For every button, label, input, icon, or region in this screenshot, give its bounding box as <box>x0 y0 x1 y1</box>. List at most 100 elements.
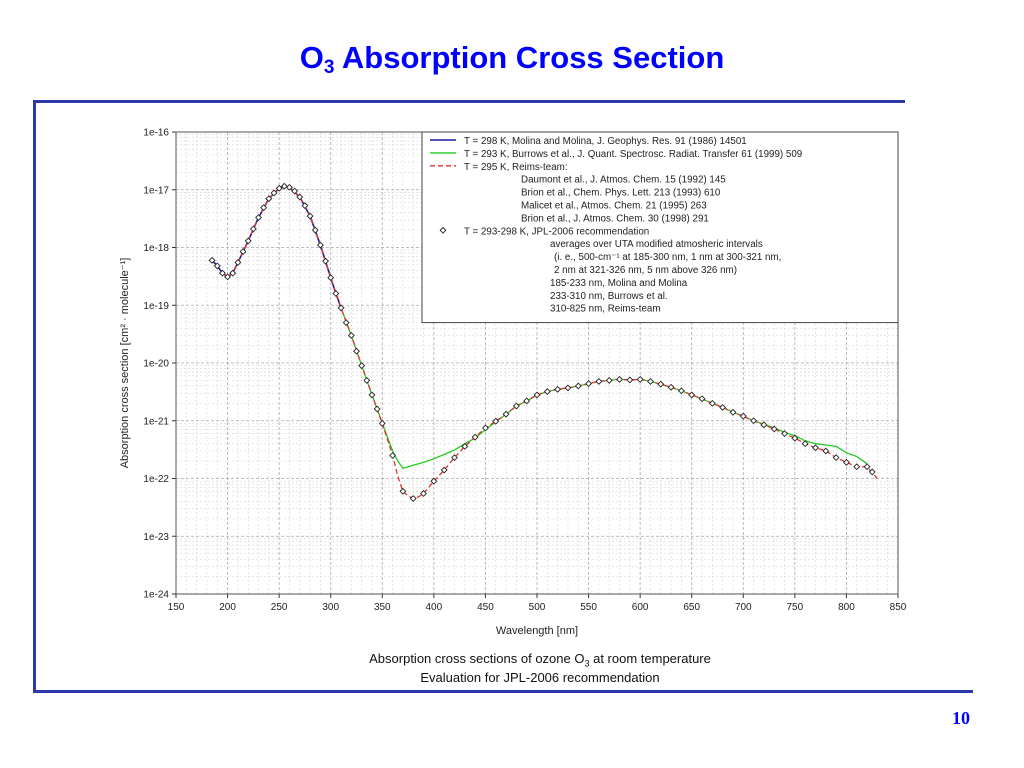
jpl-point <box>533 391 541 399</box>
jpl-point <box>363 376 371 384</box>
jpl-point <box>868 468 876 476</box>
legend-entry: T = 295 K, Reims-team: <box>464 162 568 173</box>
x-tick-label: 300 <box>322 602 339 613</box>
jpl-point <box>554 385 562 393</box>
legend-entry: T = 298 K, Molina and Molina, J. Geophys… <box>464 136 747 147</box>
x-tick-label: 850 <box>890 602 907 613</box>
jpl-point <box>322 257 329 265</box>
jpl-point <box>301 202 309 210</box>
jpl-point <box>822 447 830 455</box>
jpl-point <box>255 214 262 221</box>
jpl-point <box>471 433 479 441</box>
jpl-point <box>208 256 216 264</box>
jpl-point <box>832 454 840 462</box>
jpl-point <box>812 444 819 452</box>
jpl-point <box>605 376 613 384</box>
title-main: O <box>299 40 324 75</box>
jpl-point <box>708 399 716 407</box>
legend-swatch <box>439 226 447 234</box>
y-tick-label: 1e-16 <box>143 128 169 139</box>
jpl-point <box>280 182 288 190</box>
jpl-point <box>481 424 489 432</box>
jpl-point <box>626 376 634 384</box>
jpl-point <box>440 466 448 474</box>
legend-entry: 233-310 nm, Burrows et al. <box>550 291 668 302</box>
jpl-point <box>677 387 685 395</box>
jpl-point <box>275 184 283 192</box>
y-tick-label: 1e-22 <box>143 474 169 485</box>
caption-1-post: at room temperature <box>589 651 711 666</box>
jpl-point <box>636 375 644 383</box>
x-tick-label: 350 <box>374 602 391 613</box>
page-number: 10 <box>952 708 970 728</box>
jpl-point <box>502 410 510 418</box>
jpl-point <box>399 487 407 495</box>
x-tick-label: 150 <box>168 602 185 613</box>
caption-1-sub: 3 <box>584 658 590 669</box>
x-tick-label: 200 <box>219 602 236 613</box>
jpl-point <box>698 395 706 403</box>
jpl-point <box>270 189 278 197</box>
jpl-point <box>420 490 427 497</box>
absorption-chart: 150 200 250 300 350 400 450 500 550 600 650 700 750 8… <box>119 128 907 638</box>
y-axis-label: Absorption cross section [cm² · molecule… <box>119 258 131 469</box>
jpl-point <box>234 259 242 266</box>
jpl-point <box>224 273 232 281</box>
title-subscript: 3 <box>323 57 335 78</box>
jpl-point <box>291 187 299 195</box>
jpl-point <box>368 391 376 399</box>
jpl-point <box>461 442 469 450</box>
jpl-point <box>688 391 696 399</box>
jpl-point <box>595 377 603 385</box>
jpl-point <box>327 274 335 282</box>
jpl-point <box>585 380 593 388</box>
legend-entry: Brion et al., J. Atmos. Chem. 30 (1998) … <box>521 213 709 224</box>
jpl-point <box>750 417 758 425</box>
jpl-point <box>657 380 665 388</box>
jpl-point <box>492 417 500 425</box>
jpl-point <box>801 440 809 448</box>
jpl-point <box>760 421 768 429</box>
x-tick-label: 750 <box>787 602 804 613</box>
y-tick-label: 1e-24 <box>143 590 169 601</box>
jpl-point <box>342 319 350 327</box>
jpl-point <box>451 454 458 462</box>
x-tick-label: 550 <box>580 602 597 613</box>
jpl-point <box>213 262 221 270</box>
jpl-point <box>719 404 727 411</box>
jpl-point <box>358 362 366 370</box>
x-axis-label: Wavelength [nm] <box>496 625 578 637</box>
jpl-point <box>729 408 737 416</box>
jpl-point <box>409 495 417 502</box>
jpl-point <box>218 269 226 277</box>
jpl-point <box>523 397 531 405</box>
jpl-point <box>286 183 293 191</box>
jpl-point <box>791 434 799 442</box>
slide-title: O3 Absorption Cross Section <box>0 40 1024 79</box>
frame-rule-bottom <box>33 690 973 693</box>
y-tick-label: 1e-17 <box>143 185 169 196</box>
legend-entry: 2 nm at 321-326 nm, 5 nm above 326 nm) <box>554 265 737 276</box>
legend-entry: 310-825 nm, Reims-team <box>550 304 661 315</box>
jpl-point <box>863 463 871 471</box>
frame-rule-left <box>33 100 36 693</box>
legend-entry: Malicet et al., Atmos. Chem. 21 (1995) 2… <box>521 201 707 212</box>
jpl-point <box>770 425 778 433</box>
legend-entry: Brion et al., Chem. Phys. Lett. 213 (199… <box>521 188 721 199</box>
jpl-point <box>564 384 572 392</box>
jpl-point <box>249 225 257 233</box>
jpl-point <box>265 195 273 203</box>
x-tick-label: 250 <box>271 602 288 613</box>
y-tick-label: 1e-23 <box>143 532 169 543</box>
jpl-point <box>781 430 788 437</box>
frame-rule-top <box>33 100 905 103</box>
jpl-point <box>739 412 747 420</box>
jpl-point <box>353 347 360 355</box>
legend-entry: T = 293 K, Burrows et al., J. Quant. Spe… <box>464 149 802 160</box>
jpl-point <box>373 405 381 413</box>
x-tick-label: 600 <box>632 602 649 613</box>
x-tick-label: 450 <box>477 602 494 613</box>
legend-entry: Daumont et al., J. Atmos. Chem. 15 (1992… <box>521 175 726 186</box>
jpl-point <box>311 226 319 234</box>
jpl-point <box>667 383 675 391</box>
